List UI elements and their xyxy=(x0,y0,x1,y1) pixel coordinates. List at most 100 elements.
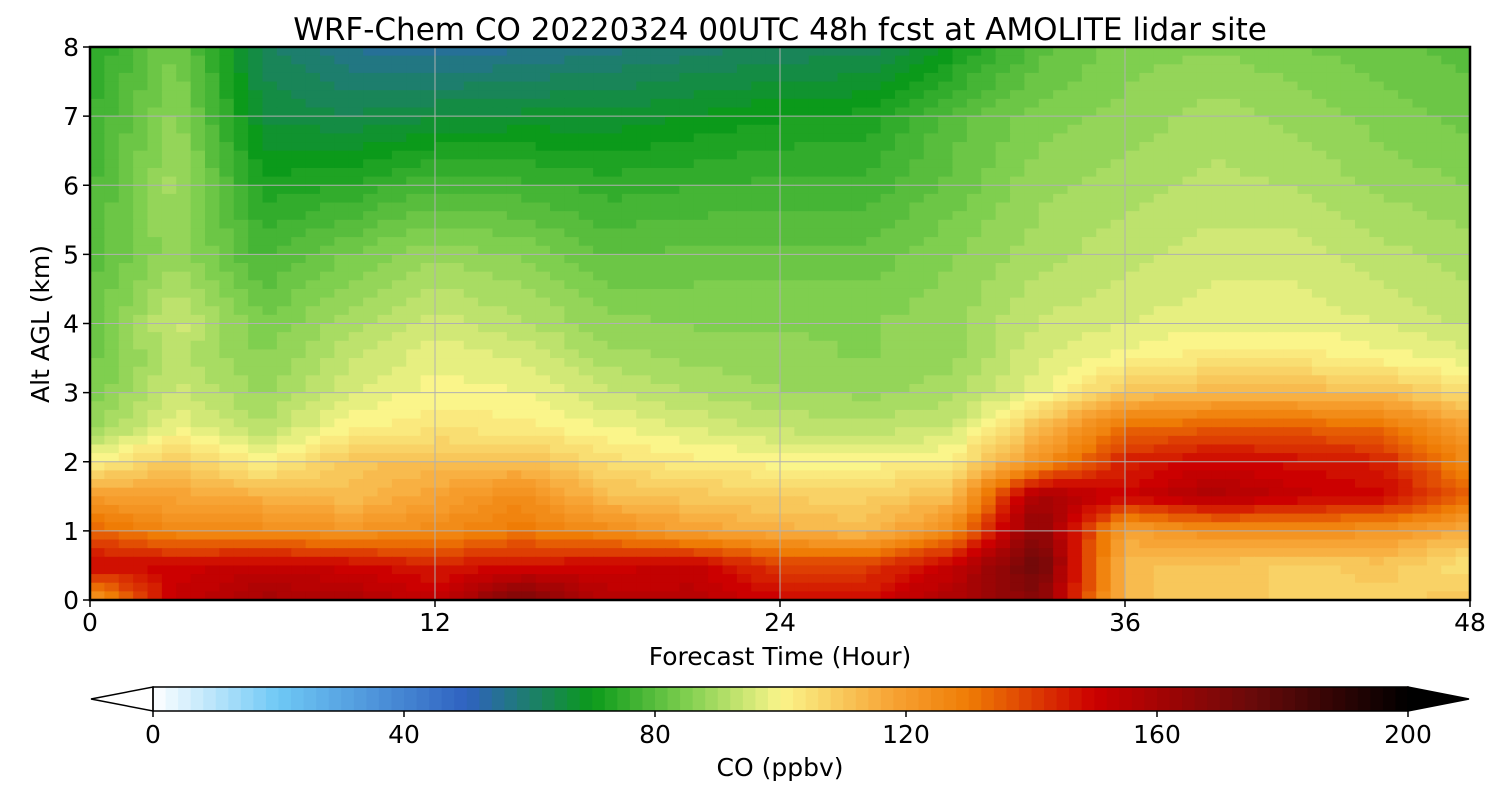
heatmap-cell xyxy=(320,245,335,255)
heatmap-cell xyxy=(320,159,335,169)
heatmap-cell xyxy=(1283,444,1299,454)
heatmap-cell xyxy=(564,271,580,281)
heatmap-cell xyxy=(492,107,508,117)
heatmap-cell xyxy=(851,409,867,420)
heatmap-cell xyxy=(1355,366,1370,376)
heatmap-cell xyxy=(449,142,465,152)
heatmap-cell xyxy=(607,81,623,91)
heatmap-cell xyxy=(1053,470,1069,480)
heatmap-cell xyxy=(1355,47,1370,57)
heatmap-cell xyxy=(118,487,134,497)
heatmap-cell xyxy=(506,444,522,454)
heatmap-cell xyxy=(320,237,335,247)
heatmap-cell xyxy=(679,427,695,437)
heatmap-cell xyxy=(1268,245,1284,255)
heatmap-cell xyxy=(248,297,264,307)
heatmap-cell xyxy=(1355,124,1370,135)
heatmap-cell xyxy=(1369,349,1385,359)
heatmap-cell xyxy=(1412,254,1428,264)
heatmap-cell xyxy=(1096,90,1112,100)
heatmap-cell xyxy=(621,366,637,376)
heatmap-cell xyxy=(233,487,249,497)
heatmap-cell xyxy=(1038,280,1054,290)
heatmap-cell xyxy=(1096,409,1112,420)
heatmap-cell xyxy=(118,72,134,83)
heatmap-cell xyxy=(506,306,522,316)
heatmap-cell xyxy=(636,72,652,83)
heatmap-cell xyxy=(420,479,436,489)
heatmap-cell xyxy=(478,444,494,454)
heatmap-cell xyxy=(1254,271,1270,281)
heatmap-cell xyxy=(420,323,436,333)
heatmap-cell xyxy=(1398,64,1414,74)
heatmap-cell xyxy=(1024,366,1040,376)
heatmap-cell xyxy=(1426,288,1442,299)
heatmap-cell xyxy=(895,142,910,152)
heatmap-cell xyxy=(808,133,824,143)
heatmap-cell xyxy=(851,280,867,290)
heatmap-cell xyxy=(995,64,1011,74)
heatmap-cell xyxy=(478,237,494,247)
heatmap-cell xyxy=(1081,64,1097,74)
heatmap-cell xyxy=(895,444,910,454)
heatmap-cell xyxy=(765,55,781,65)
heatmap-cell xyxy=(435,55,450,65)
heatmap-cell xyxy=(966,185,982,195)
heatmap-cell xyxy=(435,314,450,325)
heatmap-cell xyxy=(219,219,235,230)
heatmap-cell xyxy=(391,340,407,351)
heatmap-cell xyxy=(650,185,666,195)
heatmap-cell xyxy=(291,366,307,376)
heatmap-cell xyxy=(679,332,695,342)
heatmap-cell xyxy=(952,280,968,290)
heatmap-cell xyxy=(966,150,982,160)
heatmap-cell xyxy=(1196,55,1212,65)
heatmap-cell xyxy=(406,98,422,109)
heatmap-cell xyxy=(851,81,867,91)
heatmap-cell xyxy=(190,176,206,186)
heatmap-cell xyxy=(449,392,465,402)
heatmap-cell xyxy=(650,470,666,480)
heatmap-cell xyxy=(1125,219,1140,230)
heatmap-cell xyxy=(708,211,724,221)
heatmap-cell xyxy=(1240,453,1255,463)
heatmap-cell xyxy=(751,64,767,74)
heatmap-cell xyxy=(981,297,997,307)
heatmap-cell xyxy=(895,72,910,83)
heatmap-cell xyxy=(478,366,494,376)
heatmap-cell xyxy=(233,366,249,376)
heatmap-cell xyxy=(866,185,882,195)
heatmap-cell xyxy=(578,349,594,359)
heatmap-cell xyxy=(1412,271,1428,281)
heatmap-cell xyxy=(1024,461,1040,471)
heatmap-cell xyxy=(363,245,379,255)
heatmap-cell xyxy=(895,237,910,247)
heatmap-cell xyxy=(1139,479,1155,489)
heatmap-cell xyxy=(305,271,321,281)
heatmap-cell xyxy=(952,383,968,394)
heatmap-cell xyxy=(837,366,853,376)
heatmap-cell xyxy=(363,142,379,152)
heatmap-cell xyxy=(133,306,149,316)
heatmap-cell xyxy=(90,263,105,273)
heatmap-cell xyxy=(966,401,982,411)
heatmap-cell xyxy=(104,159,120,169)
heatmap-cell xyxy=(449,167,465,178)
heatmap-cell xyxy=(1240,479,1255,489)
heatmap-cell xyxy=(952,435,968,446)
heatmap-cell xyxy=(679,245,695,255)
heatmap-cell xyxy=(190,366,206,376)
heatmap-cell xyxy=(334,72,350,83)
heatmap-cell xyxy=(708,133,724,143)
heatmap-cell xyxy=(679,159,695,169)
heatmap-cell xyxy=(1125,64,1140,74)
heatmap-cell xyxy=(492,435,508,446)
heatmap-cell xyxy=(1168,72,1184,83)
heatmap-cell xyxy=(708,375,724,385)
heatmap-cell xyxy=(506,358,522,368)
heatmap-cell xyxy=(248,349,264,359)
heatmap-cell xyxy=(981,392,997,402)
heatmap-cell xyxy=(161,340,177,351)
heatmap-cell xyxy=(693,392,709,402)
heatmap-cell xyxy=(607,323,623,333)
